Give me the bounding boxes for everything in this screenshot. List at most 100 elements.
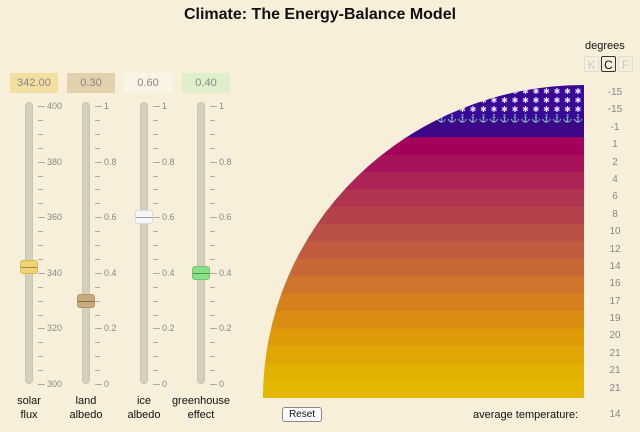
ice-slider-thumb[interactable] [135,210,153,225]
tick-mark [210,231,215,233]
zone-temperature: 6 [612,191,618,203]
tick-mark [95,189,100,191]
ice-icon: ✱ [480,96,487,105]
ice-icon: ✱ [533,87,540,96]
tick-mark [95,356,100,358]
tick-mark [38,119,43,121]
ice-icon: ✱ [291,87,298,96]
zone-temperature: 21 [609,382,621,394]
ice-icon: ⚓ [416,113,426,123]
ice-icon: ✱ [543,105,550,114]
land-slider-track[interactable] [82,102,90,384]
zone-temperature: -15 [607,104,623,116]
ice-icon: ✱ [575,105,582,114]
ice-icon: ✱ [333,96,340,105]
ice-icon: ✱ [386,105,393,114]
ice-icon: ⚓ [500,113,510,123]
tick-mark [210,217,217,219]
climate-zone-band [263,328,584,347]
land-tick-label: 0 [104,379,110,389]
tick-mark [38,258,43,260]
ice-icon: ✱ [438,87,445,96]
tick-mark [210,106,217,107]
tick-mark [95,119,100,121]
tick-mark [210,300,215,302]
ice-icon: ⚓ [468,113,478,123]
ice-icon: ✱ [302,96,309,105]
tick-mark [95,384,102,385]
ice-icon: ✱ [480,105,487,114]
zone-temperature: 21 [609,365,621,377]
land-tick-label: 1 [104,101,110,111]
ice-icon: ✱ [428,87,435,96]
ice-value-box[interactable]: 0.60 [124,73,172,93]
tick-mark [210,314,215,316]
ice-tick-label: 1 [162,101,168,111]
ice-icon: ✱ [564,96,571,105]
solar-value-box[interactable]: 342.00 [10,73,58,93]
unit-kelvin-button[interactable]: K [584,56,599,72]
tick-mark [210,328,217,330]
ice-slider-track[interactable] [140,102,148,384]
land-value-box[interactable]: 0.30 [67,73,115,93]
greenhouse-label: greenhouse effect [166,394,236,422]
tick-mark [153,245,158,246]
ice-icon: ✱ [449,87,456,96]
ice-icon: ✱ [365,105,372,114]
ice-icon: ⚓ [332,113,342,123]
ice-icon: ✱ [375,87,382,96]
ice-icon: ✱ [270,105,277,114]
ice-icon: ✱ [470,96,477,105]
tick-mark [38,203,43,205]
ice-icon: ✱ [333,87,340,96]
ice-icon: ✱ [407,87,414,96]
ice-icon: ✱ [365,87,372,96]
climate-zone-band [263,380,584,398]
solar-slider-thumb[interactable] [20,260,38,275]
greenhouse-slider-thumb[interactable] [192,265,210,280]
tick-mark [95,133,100,135]
ice-tick-label: 0 [162,379,168,389]
reset-button[interactable]: Reset [282,407,322,422]
ice-icon: ✱ [543,87,550,96]
ice-icon: ⚓ [384,113,394,123]
climate-zone-band [263,258,584,277]
tick-mark [153,217,160,219]
solar-tick-label: 380 [47,156,63,167]
tick-mark [95,106,102,107]
unit-celsius-button[interactable]: C [601,56,616,72]
ice-icon: ✱ [270,96,277,105]
ice-icon: ✱ [417,87,424,96]
tick-mark [210,203,215,205]
ice-icon: ✱ [512,105,519,114]
greenhouse-slider-track[interactable] [197,102,205,384]
tick-mark [38,147,43,149]
tick-mark [153,272,160,274]
greenhouse-value-box[interactable]: 0.40 [182,73,230,93]
climate-zone-band [263,276,584,295]
tick-mark [210,384,217,385]
unit-fahrenheit-button[interactable]: F [618,56,633,72]
ice-icon: ✱ [564,87,571,96]
solar-slider-track[interactable] [25,102,33,384]
zone-temperature: 20 [609,330,621,342]
ice-icon: ✱ [438,96,445,105]
ice-icon: ✱ [354,87,361,96]
zone-temperature: -1 [610,121,620,133]
ice-icon: ✱ [533,105,540,114]
ice-icon: ✱ [459,105,466,114]
zone-temperature: 14 [609,260,621,272]
tick-mark [95,231,100,233]
ice-icon: ⚓ [353,113,363,123]
ice-icon: ✱ [543,96,550,105]
land-slider-thumb[interactable] [77,293,95,308]
ice-icon: ✱ [396,96,403,105]
tick-mark [210,147,215,149]
ice-icon: ⚓ [426,113,436,123]
ice-icon: ✱ [575,87,582,96]
land-tick-label: 0.6 [104,212,117,223]
ice-icon: ⚓ [479,113,489,123]
solar-label: solar flux [0,394,64,422]
zone-temperature: 10 [609,226,621,238]
ice-icon: ✱ [554,87,561,96]
